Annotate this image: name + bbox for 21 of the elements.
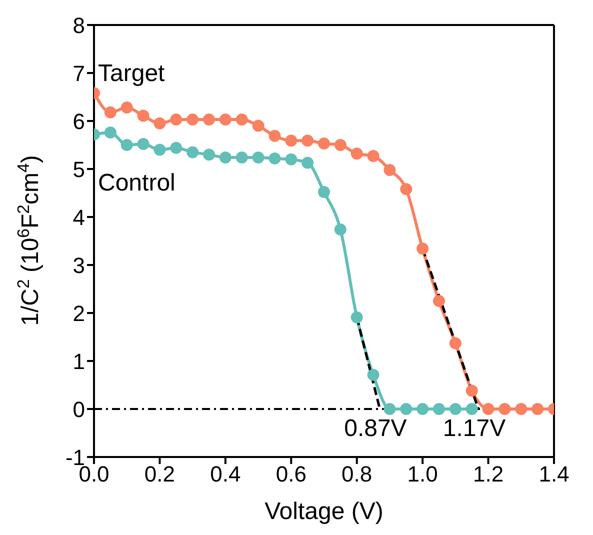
x-tick-label: 0.6	[276, 462, 306, 487]
y-tick-label: 0	[72, 396, 85, 422]
series-label: Target	[98, 60, 166, 88]
y-tick-label: 4	[72, 204, 85, 230]
x-axis-title: Voltage (V)	[264, 498, 384, 525]
x-tick-label: 0.8	[342, 462, 372, 487]
y-tick-label: 5	[72, 156, 85, 182]
y-tick-label: 6	[72, 108, 85, 134]
annotation: 0.87V	[344, 414, 407, 443]
x-tick-label: 1.4	[538, 462, 570, 487]
x-tick-label: 1.2	[472, 462, 504, 487]
x-tick-label: 0.4	[210, 462, 241, 487]
y-tick-label: 2	[72, 300, 85, 326]
series-label: Control	[98, 169, 176, 196]
y-tick-label: 7	[72, 60, 85, 86]
annotation: 1.17V	[442, 414, 506, 443]
y-tick-label: 1	[72, 348, 85, 374]
x-tick-label: 0.2	[144, 462, 176, 487]
x-tick-label: 1.0	[407, 462, 438, 487]
y-tick-label: 3	[72, 252, 85, 278]
y-tick-label: 8	[72, 12, 85, 38]
